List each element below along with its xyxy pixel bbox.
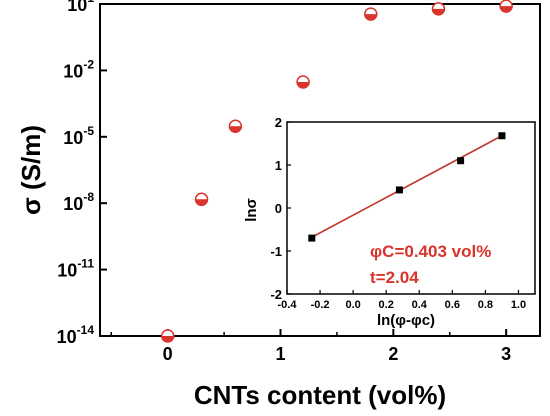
inset-x-tick-label: 0.6: [445, 299, 460, 311]
main-data-point: [499, 0, 513, 13]
main-data-points: [160, 0, 513, 343]
inset-fit-line: [311, 135, 503, 238]
inset-x-tick-label: 1.0: [511, 299, 526, 311]
main-y-tick-label: 10-8: [63, 190, 94, 214]
inset-y-tick-label: -1: [270, 244, 282, 259]
inset-data-point: [395, 186, 403, 194]
main-data-point: [160, 329, 175, 343]
main-x-tick-label: 3: [501, 344, 511, 364]
inset-x-tick-label: -0.4: [278, 299, 298, 311]
inset-y-axis-title: lnσ: [243, 198, 260, 222]
inset-x-tick-label: -0.2: [311, 299, 330, 311]
inset-x-tick-label: 0.4: [412, 299, 428, 311]
inset-data-point: [457, 157, 465, 165]
main-x-tick-label: 0: [163, 344, 173, 364]
main-plot-frame: [99, 3, 541, 337]
main-x-tick-label: 1: [276, 344, 286, 364]
main-data-point: [194, 192, 209, 207]
main-y-tick-label: 101: [67, 0, 94, 15]
main-x-tick-label: 2: [388, 344, 398, 364]
inset-data-point: [498, 132, 506, 140]
main-y-tick-label: 10-2: [63, 57, 94, 81]
main-data-point: [431, 2, 446, 16]
inset-y-tick-label: 1: [275, 158, 282, 173]
inset-x-tick-label: 0.0: [345, 299, 360, 311]
main-y-tick-label: 10-5: [63, 124, 94, 148]
main-data-point: [364, 7, 378, 21]
inset-y-tick-label: 0: [275, 201, 282, 216]
main-y-tick-label: 10-14: [57, 323, 95, 347]
inset-x-ticks: -0.4 -0.2 0.0 0.2 0.4 0.6 0.8 1.0: [278, 290, 526, 311]
inset-x-tick-label: 0.8: [478, 299, 493, 311]
inset-data-point: [308, 234, 316, 242]
inset-x-axis-title: ln(φ-φc): [377, 312, 435, 329]
main-x-axis-title: CNTs content (vol%): [194, 380, 446, 410]
inset-data-points: [308, 132, 506, 242]
inset-annotation-phic: φC=0.403 vol%: [370, 242, 491, 261]
inset-y-ticks: -2 -1 0 1 2: [270, 115, 291, 302]
inset-fit-segment: [311, 135, 503, 238]
main-y-ticks: 10-14 10-11 10-8 10-5 10-2 101: [57, 0, 107, 347]
inset-x-tick-label: 0.2: [379, 299, 394, 311]
main-y-tick-label: 10-11: [57, 257, 94, 281]
main-data-point: [228, 119, 243, 133]
inset-background: [287, 122, 535, 294]
inset-y-tick-label: -2: [270, 287, 282, 302]
inset-y-tick-label: 2: [275, 115, 282, 130]
main-y-axis-title: σ (S/m): [16, 125, 46, 215]
inset-annotation-t: t=2.04: [370, 268, 419, 287]
main-data-point: [296, 75, 310, 89]
